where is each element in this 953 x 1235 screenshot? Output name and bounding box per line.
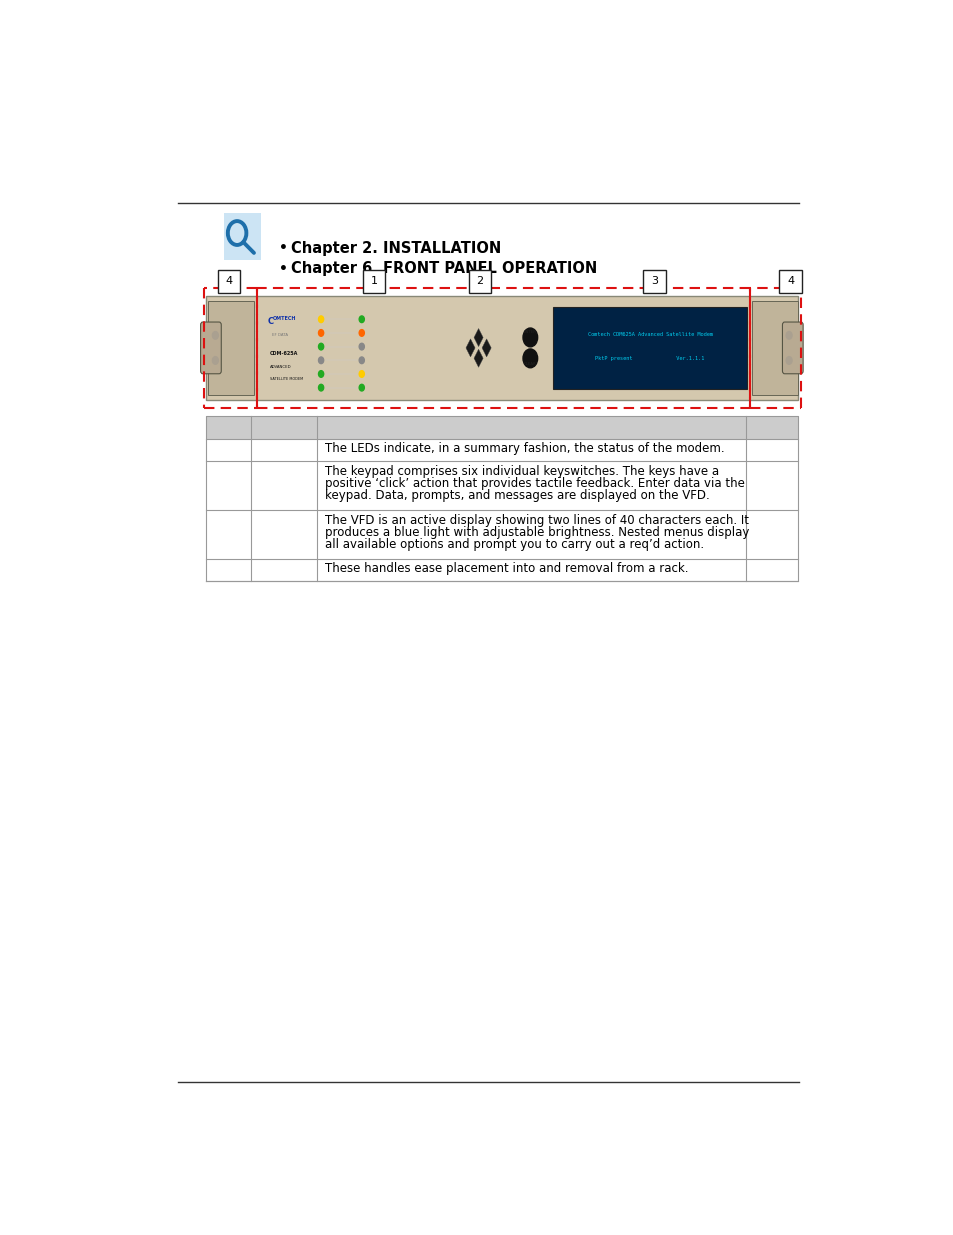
Polygon shape [474, 350, 482, 367]
Text: 2: 2 [476, 277, 483, 287]
Text: 1: 1 [371, 277, 377, 287]
Text: These handles ease placement into and removal from a rack.: These handles ease placement into and re… [324, 562, 687, 574]
Text: Chapter 2. INSTALLATION: Chapter 2. INSTALLATION [291, 241, 500, 256]
Text: all available options and prompt you to carry out a req’d action.: all available options and prompt you to … [324, 538, 703, 551]
Text: The LEDs indicate, in a summary fashion, the status of the modem.: The LEDs indicate, in a summary fashion,… [324, 442, 723, 454]
FancyBboxPatch shape [206, 416, 797, 438]
FancyBboxPatch shape [642, 270, 665, 293]
FancyBboxPatch shape [200, 322, 221, 374]
FancyBboxPatch shape [363, 270, 385, 293]
FancyBboxPatch shape [781, 322, 802, 374]
Circle shape [213, 331, 218, 340]
Text: OMTECH: OMTECH [272, 316, 295, 321]
Circle shape [785, 357, 791, 364]
Text: 4: 4 [786, 277, 793, 287]
Text: CLEAR: CLEAR [523, 362, 537, 366]
Circle shape [358, 316, 364, 322]
FancyBboxPatch shape [206, 295, 797, 400]
FancyBboxPatch shape [751, 301, 797, 395]
Text: SATELLITE MODEM: SATELLITE MODEM [270, 377, 303, 382]
Circle shape [318, 384, 323, 391]
Text: ENTER: ENTER [523, 330, 537, 335]
Circle shape [318, 370, 323, 378]
Circle shape [522, 329, 537, 347]
FancyBboxPatch shape [224, 214, 261, 261]
Text: keypad. Data, prompts, and messages are displayed on the VFD.: keypad. Data, prompts, and messages are … [324, 489, 709, 503]
Polygon shape [481, 338, 491, 357]
Text: EF DATA: EF DATA [272, 333, 288, 337]
Text: CDM-625A: CDM-625A [270, 351, 298, 356]
Circle shape [213, 357, 218, 364]
Text: •: • [278, 241, 288, 256]
Circle shape [785, 331, 791, 340]
Text: The keypad comprises six individual keyswitches. The keys have a: The keypad comprises six individual keys… [324, 464, 719, 478]
FancyBboxPatch shape [208, 301, 253, 395]
Circle shape [358, 384, 364, 391]
Text: produces a blue light with adjustable brightness. Nested menus display: produces a blue light with adjustable br… [324, 526, 748, 538]
Circle shape [318, 316, 323, 322]
Circle shape [318, 330, 323, 336]
Text: C: C [268, 317, 274, 326]
Circle shape [318, 357, 323, 363]
Circle shape [358, 357, 364, 363]
Text: Comtech CDM625A Advanced Satellite Modem: Comtech CDM625A Advanced Satellite Modem [587, 332, 712, 337]
FancyBboxPatch shape [469, 270, 491, 293]
Circle shape [358, 370, 364, 378]
FancyBboxPatch shape [553, 308, 746, 389]
FancyBboxPatch shape [217, 270, 239, 293]
Text: PktP present              Ver.1.1.1: PktP present Ver.1.1.1 [595, 356, 704, 361]
Text: 3: 3 [650, 277, 658, 287]
Text: positive ‘click’ action that provides tactile feedback. Enter data via the: positive ‘click’ action that provides ta… [324, 477, 744, 490]
Circle shape [358, 343, 364, 350]
FancyBboxPatch shape [779, 270, 801, 293]
Polygon shape [474, 329, 482, 347]
Text: •: • [278, 262, 288, 275]
Text: The VFD is an active display showing two lines of 40 characters each. It: The VFD is an active display showing two… [324, 514, 748, 526]
Text: ADVANCED: ADVANCED [270, 364, 292, 369]
Polygon shape [465, 338, 475, 357]
Circle shape [358, 330, 364, 336]
Text: Chapter 6. FRONT PANEL OPERATION: Chapter 6. FRONT PANEL OPERATION [291, 262, 597, 277]
Text: 4: 4 [225, 277, 232, 287]
Circle shape [318, 343, 323, 350]
Circle shape [522, 350, 537, 368]
